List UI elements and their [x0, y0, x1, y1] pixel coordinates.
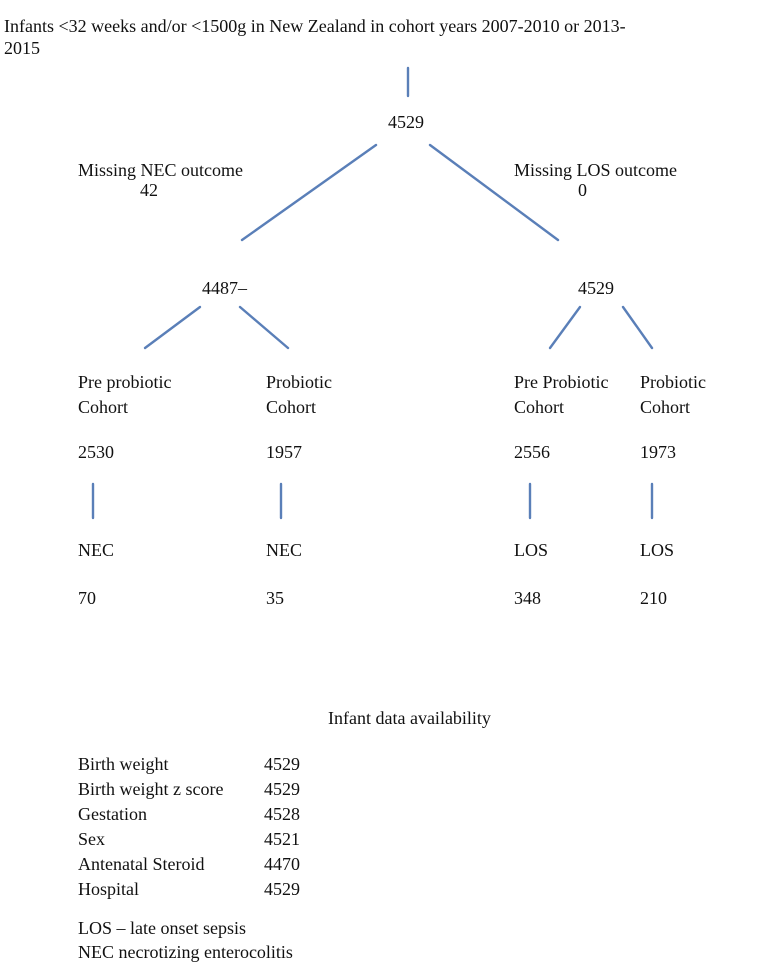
diagram-title-line1: Infants <32 weeks and/or <1500g in New Z…: [4, 16, 626, 36]
availability-row: Birth weight z score 4529: [78, 777, 300, 802]
availability-value: 4470: [264, 854, 300, 874]
left-pre-outcome: NEC: [78, 540, 114, 560]
right-post-outcome: LOS: [640, 540, 675, 560]
connector-right-to-post: [621, 305, 654, 350]
availability-label: Hospital: [78, 879, 139, 899]
root-count: 4529: [388, 112, 424, 132]
availability-row: Birth weight 4529: [78, 752, 300, 777]
left-pre-label-line1: Pre probiotic: [78, 372, 172, 392]
right-post-label-line1: Probiotic: [640, 372, 706, 392]
availability-heading: Infant data availability: [328, 708, 491, 728]
left-pre-label-line2: Cohort: [78, 397, 129, 417]
availability-value: 4529: [264, 779, 300, 799]
connector-root-to-left: [240, 143, 378, 242]
right-post-outcome-count: 210: [640, 588, 667, 608]
availability-label: Antenatal Steroid: [78, 854, 205, 874]
left-post-outcome-count: 35: [266, 588, 284, 608]
availability-label: Gestation: [78, 804, 147, 824]
connector-right-to-pre: [548, 305, 582, 350]
left-post-count: 1957: [266, 442, 302, 462]
availability-row: Antenatal Steroid 4470: [78, 852, 300, 877]
availability-value: 4529: [264, 879, 300, 899]
legend-los: LOS – late onset sepsis: [78, 918, 246, 938]
missing-los-count: 0: [578, 180, 587, 200]
missing-nec-label: Missing NEC outcome: [78, 160, 243, 180]
availability-row: Gestation 4528: [78, 802, 300, 827]
left-post-outcome: NEC: [266, 540, 302, 560]
right-post-label-line2: Cohort: [640, 397, 691, 417]
right-branch-count: 4529: [578, 278, 614, 298]
availability-row: Hospital 4529: [78, 877, 300, 902]
legend-nec: NEC necrotizing enterocolitis: [78, 942, 293, 962]
connector-left-to-pre: [143, 305, 202, 350]
availability-value: 4521: [264, 829, 300, 849]
connector-left-to-post: [238, 305, 290, 350]
left-branch-count: 4487–: [202, 278, 247, 298]
missing-los-label: Missing LOS outcome: [514, 160, 678, 180]
right-post-count: 1973: [640, 442, 676, 462]
missing-nec-count: 42: [140, 180, 158, 200]
left-pre-outcome-count: 70: [78, 588, 96, 608]
left-pre-count: 2530: [78, 442, 114, 462]
availability-value: 4528: [264, 804, 300, 824]
availability-table: Birth weight 4529 Birth weight z score 452…: [78, 752, 300, 902]
availability-row: Sex 4521: [78, 827, 300, 852]
left-post-label-line2: Cohort: [266, 397, 317, 417]
right-pre-outcome-count: 348: [514, 588, 541, 608]
diagram-title-line2: 2015: [4, 38, 40, 58]
right-pre-count: 2556: [514, 442, 550, 462]
right-pre-outcome: LOS: [514, 540, 549, 560]
availability-label: Birth weight z score: [78, 779, 224, 799]
right-pre-label-line2: Cohort: [514, 397, 565, 417]
availability-label: Birth weight: [78, 754, 169, 774]
availability-label: Sex: [78, 829, 105, 849]
left-post-label-line1: Probiotic: [266, 372, 332, 392]
right-pre-label-line1: Pre Probiotic: [514, 372, 609, 392]
availability-value: 4529: [264, 754, 300, 774]
